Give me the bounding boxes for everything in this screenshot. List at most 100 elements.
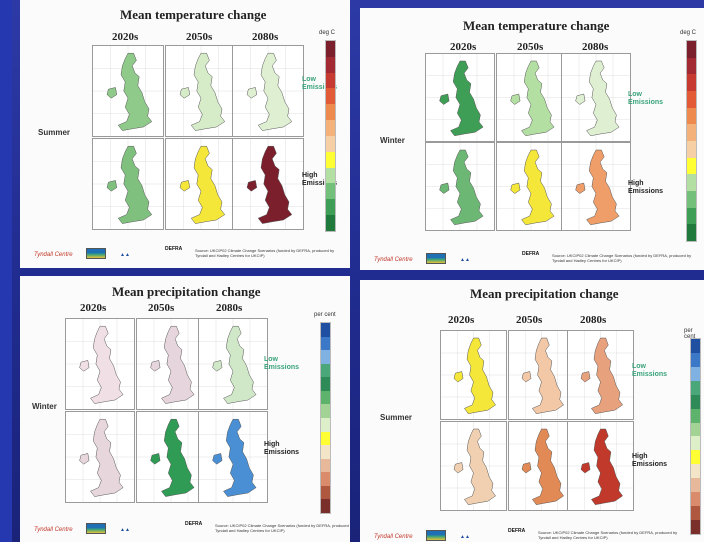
decade-label: 2080s bbox=[216, 302, 243, 314]
decade-label: 2050s bbox=[517, 41, 544, 53]
low-emissions-label: Low Emissions bbox=[628, 91, 663, 107]
high-emissions-word: High bbox=[628, 180, 644, 187]
slide-edge-stripe bbox=[0, 0, 12, 542]
season-label: Winter bbox=[32, 402, 57, 411]
color-scale-step bbox=[321, 431, 330, 446]
color-scale-step bbox=[321, 350, 330, 364]
uk-map-shape bbox=[233, 139, 303, 229]
color-scale-step bbox=[321, 499, 330, 513]
color-scale-step bbox=[326, 72, 335, 89]
panel-precip-summer: Mean precipitation change 2020s 2050s 2080s… bbox=[360, 280, 704, 542]
high-emissions-word: Emissions bbox=[302, 180, 338, 187]
uk-map-shape bbox=[166, 46, 236, 136]
source-footer: Source: UKCIP02 Climate Change Scenarios… bbox=[195, 248, 335, 258]
panel-title: Mean precipitation change bbox=[112, 284, 261, 299]
uk-map-shape bbox=[66, 412, 134, 502]
color-scale-step bbox=[691, 380, 700, 395]
high-emissions-label: High Emissions bbox=[632, 453, 667, 469]
scale-unit: deg C bbox=[319, 30, 336, 36]
color-scale-step bbox=[687, 124, 696, 141]
color-scale-step bbox=[687, 224, 696, 241]
panel-title: Mean temperature change bbox=[120, 7, 267, 22]
color-scale-step bbox=[687, 190, 696, 208]
map-high-2020s bbox=[65, 411, 135, 503]
defra-logo: DEFRA bbox=[165, 246, 183, 252]
map-high-2080s bbox=[232, 138, 304, 230]
ukcip-logo-icon: ▲▲ bbox=[460, 257, 470, 263]
season-label: Winter bbox=[380, 136, 405, 145]
decade-label: 2050s bbox=[148, 302, 175, 314]
color-scale bbox=[686, 40, 697, 242]
high-emissions-word: High bbox=[264, 441, 280, 448]
defra-logo: DEFRA bbox=[185, 521, 203, 527]
color-scale-step bbox=[691, 464, 700, 479]
color-scale bbox=[320, 322, 331, 514]
decade-label: 2020s bbox=[80, 302, 107, 314]
tyndall-logo: Tyndall Centre bbox=[34, 527, 73, 533]
map-high-2020s bbox=[440, 421, 507, 511]
map-high-2080s bbox=[561, 142, 631, 231]
uk-map-shape bbox=[93, 46, 163, 136]
decade-label: 2080s bbox=[582, 41, 609, 53]
uk-map-shape bbox=[426, 143, 494, 230]
color-scale-step bbox=[326, 88, 335, 105]
color-scale-step bbox=[691, 408, 700, 423]
high-emissions-word: Emissions bbox=[632, 461, 668, 468]
map-low-2020s bbox=[425, 53, 495, 142]
decade-label: 2020s bbox=[448, 314, 475, 326]
map-high-2020s bbox=[425, 142, 495, 231]
uk-map-shape bbox=[568, 331, 633, 419]
ukcip-logo-icon: ▲▲ bbox=[120, 252, 130, 258]
color-scale-step bbox=[321, 472, 330, 486]
met-office-logo-icon bbox=[86, 523, 106, 534]
map-low-2050s bbox=[496, 53, 566, 142]
color-scale-step bbox=[687, 140, 696, 158]
color-scale-step bbox=[691, 519, 700, 534]
high-emissions-label: High Emissions bbox=[302, 172, 337, 188]
panel-temp-winter: Mean temperature change 2020s 2050s 2080s Wi… bbox=[360, 8, 704, 270]
color-scale-step bbox=[687, 174, 696, 191]
color-scale-step bbox=[687, 57, 696, 75]
uk-map-shape bbox=[137, 319, 205, 409]
color-scale-step bbox=[326, 199, 335, 216]
map-low-2050s bbox=[136, 318, 206, 410]
low-emissions-word: Emissions bbox=[632, 371, 668, 378]
color-scale-step bbox=[326, 41, 335, 57]
decade-label: 2020s bbox=[450, 41, 477, 53]
uk-map-shape bbox=[562, 54, 630, 141]
map-low-2080s bbox=[232, 45, 304, 137]
uk-map-shape bbox=[199, 319, 267, 409]
color-scale-step bbox=[691, 436, 700, 451]
color-scale-step bbox=[326, 167, 335, 184]
map-high-2050s bbox=[508, 421, 575, 511]
uk-map-shape bbox=[562, 143, 630, 230]
met-office-logo-icon bbox=[86, 248, 106, 259]
map-low-2080s bbox=[198, 318, 268, 410]
color-scale-step bbox=[326, 215, 335, 231]
season-label: Summer bbox=[38, 128, 71, 137]
low-emissions-word: Low bbox=[632, 363, 646, 370]
uk-map-shape bbox=[426, 54, 494, 141]
color-scale-step bbox=[687, 107, 696, 125]
ukcip-logo-icon: ▲▲ bbox=[120, 527, 130, 533]
color-scale-step bbox=[326, 104, 335, 121]
uk-map-shape bbox=[93, 139, 163, 229]
scale-unit: per cent bbox=[314, 312, 336, 318]
decade-label: 2080s bbox=[580, 314, 607, 326]
uk-map-shape bbox=[509, 422, 574, 510]
defra-logo: DEFRA bbox=[522, 251, 540, 257]
color-scale-step bbox=[321, 445, 330, 459]
color-scale bbox=[690, 338, 701, 535]
color-scale-step bbox=[326, 135, 335, 152]
uk-map-shape bbox=[137, 412, 205, 502]
color-scale-step bbox=[321, 377, 330, 391]
color-scale-step bbox=[691, 478, 700, 493]
decade-label: 2020s bbox=[112, 31, 139, 43]
source-footer: Source: UKCIP02 Climate Change Scenarios… bbox=[215, 523, 350, 533]
color-scale-step bbox=[326, 183, 335, 200]
high-emissions-word: Emissions bbox=[628, 188, 664, 195]
source-footer: Source: UKCIP02 Climate Change Scenarios… bbox=[552, 253, 692, 263]
color-scale bbox=[325, 40, 336, 232]
map-low-2080s bbox=[561, 53, 631, 142]
panel-precip-winter: Mean precipitation change 2020s 2050s 2080s… bbox=[20, 276, 350, 542]
